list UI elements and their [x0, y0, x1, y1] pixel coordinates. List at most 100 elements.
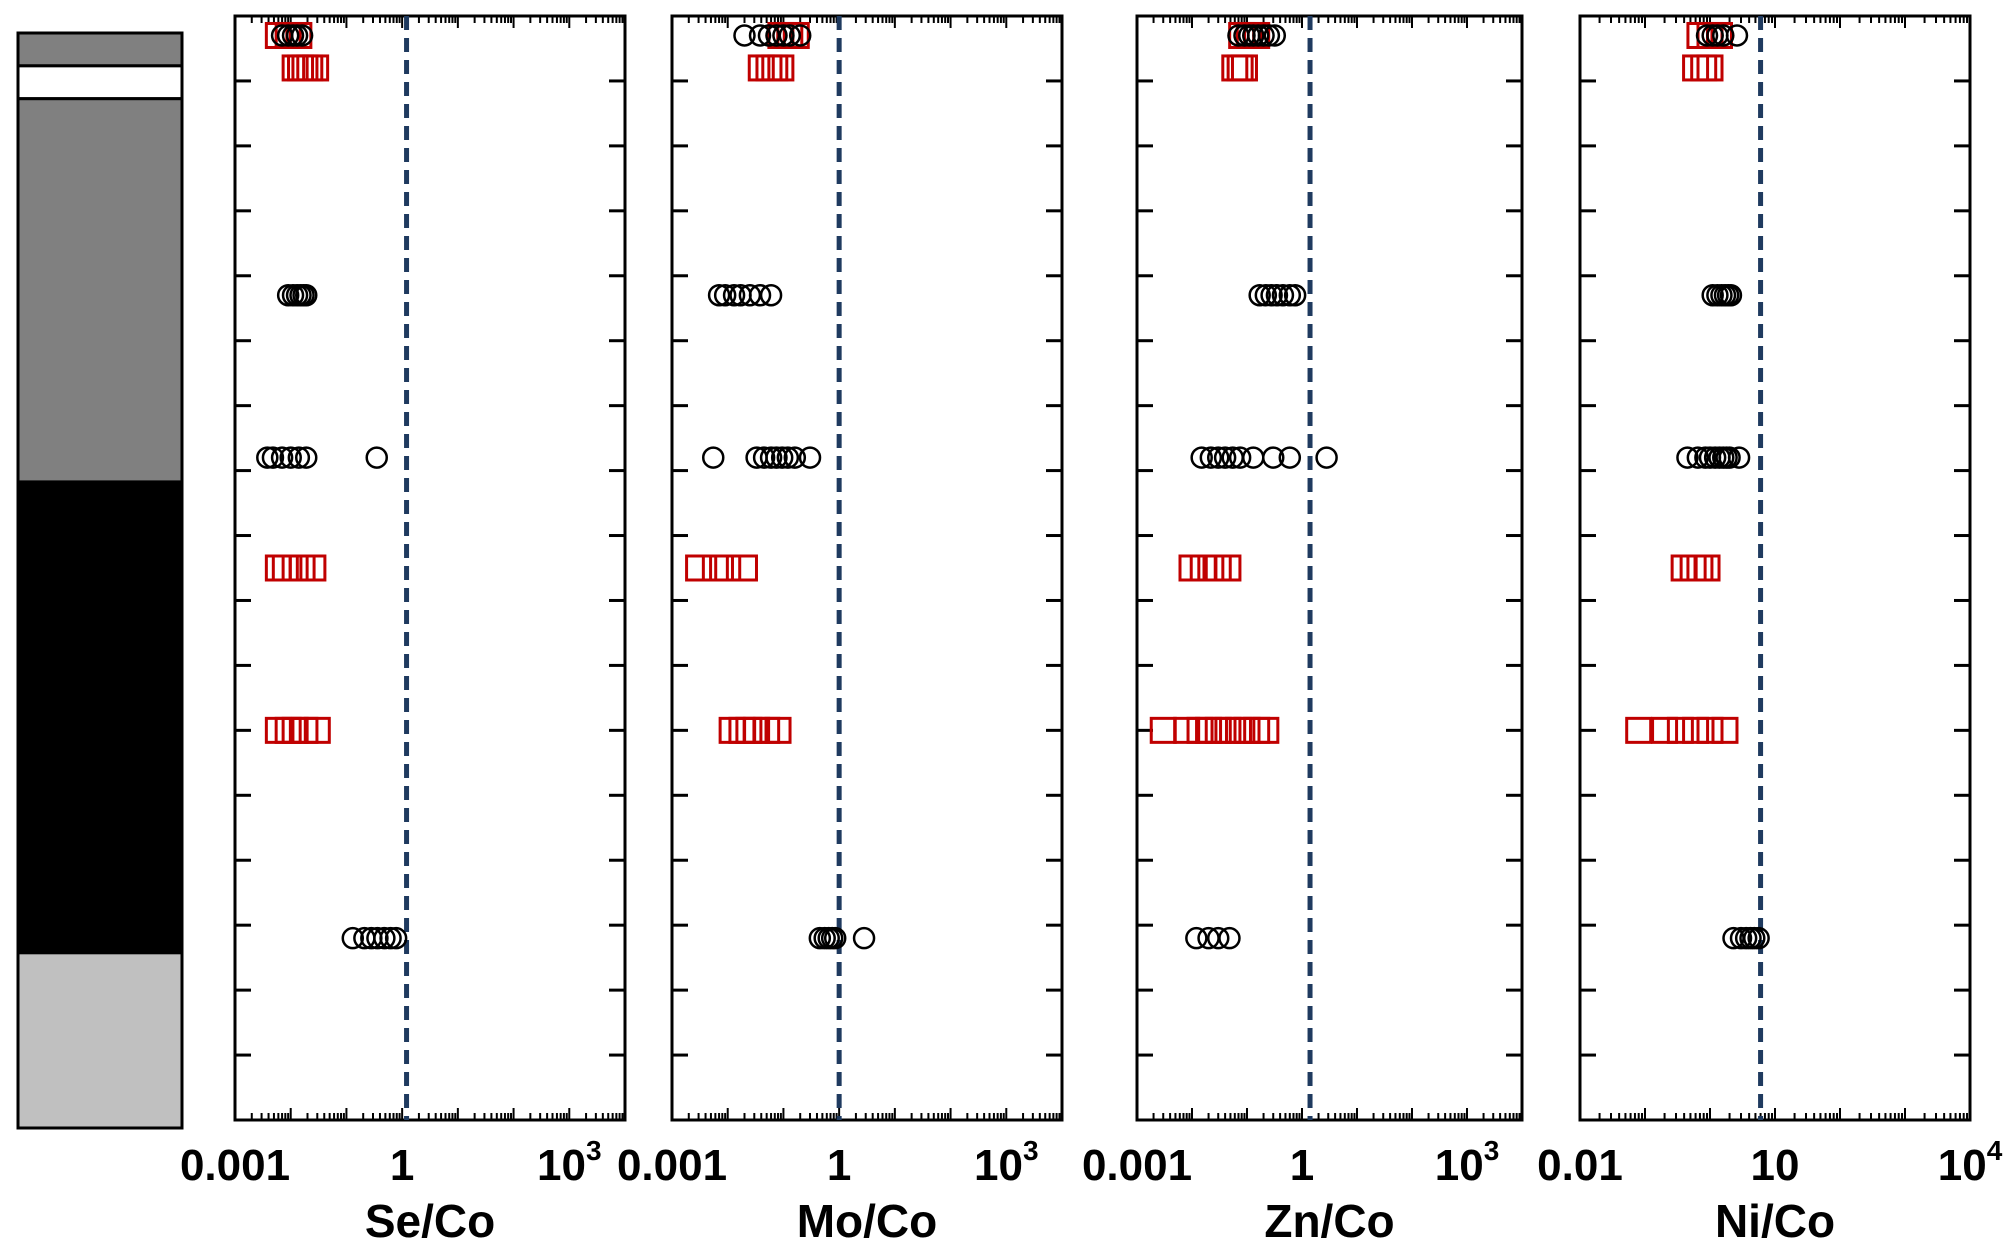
- data-point-square: [728, 716, 756, 744]
- data-point-circle: [256, 446, 279, 469]
- data-point-square: [302, 54, 330, 82]
- data-point-square: [1679, 554, 1707, 582]
- data-point-circle: [379, 926, 402, 950]
- data-point-circle: [772, 24, 795, 47]
- data-point-circle: [823, 926, 847, 950]
- data-point-circle: [1248, 283, 1271, 307]
- plot-frame: [1135, 14, 1524, 1122]
- panel-mo-co: 0.001 1 103 Mo/Co: [617, 14, 1064, 1247]
- data-point-circle: [759, 283, 783, 307]
- data-point-circle: [366, 926, 389, 950]
- data-point-circle: [1283, 283, 1307, 307]
- panel-ni-co: 0.01 10 104 Ni/Co: [1537, 14, 2003, 1247]
- square-series: [1625, 21, 1739, 744]
- data-point-circle: [733, 24, 756, 47]
- stratigraphic-column: [16, 31, 184, 1130]
- column-layer-3: [16, 480, 184, 955]
- data-point-circle: [1727, 446, 1751, 469]
- data-point-circle: [1228, 446, 1252, 469]
- x-tick-label: 0.001: [180, 1141, 290, 1190]
- data-point-square: [1690, 54, 1718, 82]
- data-point-square: [274, 716, 302, 744]
- data-point-circle: [1686, 446, 1710, 469]
- square-series: [1149, 21, 1280, 744]
- data-point-circle: [759, 446, 783, 469]
- x-tick-label: 103: [537, 1135, 602, 1190]
- data-point-circle: [1257, 24, 1281, 47]
- data-point-circle: [1747, 926, 1770, 950]
- data-point-square: [735, 716, 763, 744]
- panel-se-co: 0.001 1 103 Se/Co: [180, 14, 627, 1247]
- data-point-square: [303, 716, 331, 744]
- column-layer-0: [16, 31, 184, 68]
- data-point-circle: [1278, 283, 1302, 307]
- data-point-circle: [722, 283, 746, 307]
- data-point-circle: [1265, 283, 1289, 307]
- x-tick-label: 103: [974, 1135, 1039, 1190]
- panel-zn-co: 0.001 1 103 Zn/Co: [1082, 14, 1524, 1247]
- circle-series: [701, 24, 876, 950]
- circle-series: [1676, 24, 1770, 950]
- data-point-square: [281, 716, 309, 744]
- data-point-square: [1243, 716, 1271, 744]
- data-point-circle: [287, 446, 311, 469]
- data-point-circle: [1199, 446, 1223, 469]
- data-point-circle: [1712, 24, 1735, 47]
- x-axis-title: Ni/Co: [1715, 1195, 1835, 1247]
- data-point-circle: [1218, 926, 1241, 950]
- x-tick-label: 1: [390, 1141, 414, 1190]
- data-point-square: [1204, 554, 1232, 582]
- data-point-square: [1197, 554, 1225, 582]
- data-point-square: [1651, 716, 1679, 744]
- square-series: [264, 21, 331, 744]
- data-point-circle: [765, 24, 788, 47]
- x-axis-title: Se/Co: [365, 1195, 495, 1247]
- data-point-circle: [1206, 446, 1230, 469]
- data-point-circle: [776, 446, 800, 469]
- x-tick-label: 0.001: [617, 1141, 727, 1190]
- data-point-circle: [373, 926, 396, 950]
- data-point-square: [1666, 716, 1694, 744]
- plot-frame: [233, 14, 627, 1122]
- circle-series: [1185, 24, 1338, 950]
- data-point-square: [264, 554, 292, 582]
- data-point-square: [1696, 716, 1724, 744]
- circle-series: [256, 24, 408, 950]
- plot-frame: [1578, 14, 1972, 1122]
- data-point-circle: [701, 446, 725, 469]
- data-point-circle: [294, 283, 318, 307]
- data-point-circle: [765, 446, 788, 469]
- data-point-circle: [770, 446, 794, 469]
- column-layer-2: [16, 97, 184, 484]
- data-point-circle: [1695, 24, 1719, 47]
- x-tick-label: 0.001: [1082, 1141, 1192, 1190]
- data-point-circle: [1676, 446, 1699, 469]
- data-point-square: [730, 554, 758, 582]
- data-point-square: [782, 21, 810, 49]
- data-point-square: [1693, 554, 1721, 582]
- data-point-square: [1682, 54, 1710, 82]
- data-point-circle: [1185, 926, 1208, 950]
- data-point-circle: [1263, 24, 1287, 47]
- data-point-circle: [748, 24, 772, 47]
- square-series: [685, 21, 810, 744]
- data-point-circle: [1278, 446, 1302, 469]
- data-point-circle: [294, 446, 318, 469]
- x-tick-label: 10: [1751, 1141, 1800, 1190]
- data-point-square: [299, 554, 327, 582]
- data-point-circle: [261, 446, 285, 469]
- data-point-circle: [1271, 283, 1295, 307]
- data-point-circle: [707, 283, 731, 307]
- data-point-circle: [1190, 446, 1213, 469]
- data-point-circle: [752, 446, 776, 469]
- data-point-circle: [798, 446, 822, 469]
- data-point-circle: [290, 24, 314, 47]
- data-point-circle: [1261, 446, 1285, 469]
- x-axis-title: Zn/Co: [1264, 1195, 1394, 1247]
- data-point-circle: [279, 446, 302, 469]
- data-point-square: [1682, 716, 1710, 744]
- data-point-square: [761, 54, 789, 82]
- data-point-square: [271, 554, 299, 582]
- plot-frame: [670, 14, 1064, 1122]
- data-point-circle: [778, 24, 802, 47]
